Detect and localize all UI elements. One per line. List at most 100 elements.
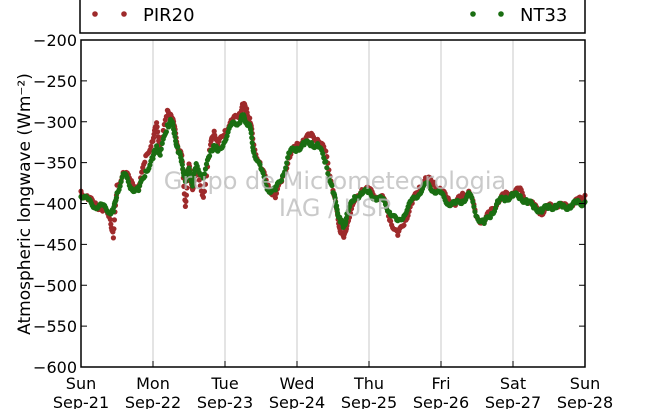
point-nt33-226 xyxy=(248,130,254,136)
point-pir20-86 xyxy=(155,129,161,135)
point-nt33-46 xyxy=(118,179,124,185)
point-pir20-163 xyxy=(202,181,209,187)
point-nt33-231 xyxy=(251,149,257,156)
point-nt33-118 xyxy=(175,144,181,150)
point-nt33-240 xyxy=(260,170,266,176)
point-pir20-134 xyxy=(183,198,189,205)
x-tick-date-4: Sep-25 xyxy=(341,393,397,409)
y-axis: −200 −250 −300 −350 −400 −450 −500 −550 −600 xyxy=(33,31,585,377)
point-pir20-29 xyxy=(107,216,113,223)
point-pir20-37 xyxy=(111,217,118,223)
x-tick-day-7: Sun xyxy=(570,374,600,393)
y-tick-label-3: −350 xyxy=(33,154,77,173)
point-nt33-127 xyxy=(179,162,185,168)
x-tick-day-6: Sat xyxy=(500,374,526,393)
grid-lines xyxy=(152,40,514,367)
x-tick-date-1: Sep-22 xyxy=(125,393,181,409)
point-nt33-252 xyxy=(272,187,278,193)
legend-marker-pir20-b xyxy=(121,11,127,17)
point-nt33-93 xyxy=(159,140,165,146)
legend: PIR20 NT33 xyxy=(79,0,586,34)
point-nt33-261 xyxy=(282,169,288,175)
point-pir20-252 xyxy=(272,195,278,201)
watermark-line-2: IAG / USP xyxy=(279,194,391,222)
point-nt33-162 xyxy=(201,171,208,177)
point-nt33-77 xyxy=(150,155,156,162)
point-nt33-167 xyxy=(206,153,213,159)
legend-label-pir20: PIR20 xyxy=(143,5,195,26)
point-nt33-149 xyxy=(191,175,197,181)
point-nt33-163 xyxy=(202,166,209,172)
point-nt33-334 xyxy=(343,215,349,221)
watermark-line-1: Grupo de Micrometeorologia xyxy=(164,167,506,195)
x-tick-day-1: Mon xyxy=(136,374,170,393)
legend-marker-nt33-b xyxy=(498,11,504,17)
point-pir20-157 xyxy=(196,177,202,183)
point-nt33-141 xyxy=(186,168,193,175)
legend-marker-pir20-a xyxy=(92,11,98,17)
point-nt33-126 xyxy=(179,157,185,163)
point-nt33-303 xyxy=(325,170,331,177)
point-nt33-112 xyxy=(172,129,178,135)
point-pir20-135 xyxy=(183,192,190,198)
y-tick-label-6: −500 xyxy=(33,276,77,295)
x-tick-day-0: Sun xyxy=(66,374,96,393)
point-nt33-457 xyxy=(469,195,475,201)
point-nt33-74 xyxy=(147,162,153,168)
y-tick-label-0: −200 xyxy=(33,31,77,50)
x-tick-day-5: Fri xyxy=(431,374,450,393)
point-nt33-258 xyxy=(278,177,285,183)
x-tick-date-5: Sep-26 xyxy=(413,393,469,409)
y-tick-label-7: −550 xyxy=(33,317,77,336)
point-pir20-223 xyxy=(247,115,253,121)
y-tick-label-4: −400 xyxy=(33,195,77,214)
point-pir20-85 xyxy=(154,124,160,130)
x-tick-date-6: Sep-27 xyxy=(485,393,541,409)
point-nt33-298 xyxy=(320,150,326,157)
x-tick-day-2: Tue xyxy=(210,374,238,393)
point-nt33-237 xyxy=(257,162,263,168)
point-nt33-113 xyxy=(172,134,178,140)
point-nt33-69 xyxy=(142,173,148,180)
y-axis-label: Atmospheric longwave (Wm⁻²) xyxy=(15,73,35,335)
point-nt33-63 xyxy=(136,187,142,194)
series-nt33 xyxy=(78,112,588,231)
x-tick-date-2: Sep-23 xyxy=(197,393,253,409)
point-nt33-312 xyxy=(332,195,338,201)
legend-marker-nt33-a xyxy=(470,11,476,17)
point-pir20-378 xyxy=(388,218,394,224)
point-pir20-162 xyxy=(201,188,208,195)
point-nt33-263 xyxy=(284,160,290,166)
point-pir20-158 xyxy=(197,183,203,189)
point-nt33-91 xyxy=(157,152,163,158)
point-nt33-97 xyxy=(163,129,169,135)
point-nt33-458 xyxy=(470,199,476,205)
point-nt33-227 xyxy=(249,135,255,141)
point-nt33-315 xyxy=(334,203,340,209)
y-tick-label-2: −300 xyxy=(33,113,77,132)
data-points xyxy=(78,100,588,241)
point-pir20-35 xyxy=(110,235,116,241)
point-pir20-391 xyxy=(401,222,407,228)
x-axis: SunSep-21MonSep-22TueSep-23WedSep-24ThuS… xyxy=(53,361,613,409)
point-pir20-78 xyxy=(150,135,157,141)
point-pir20-217 xyxy=(244,106,250,112)
point-nt33-161 xyxy=(200,175,206,181)
point-nt33-45 xyxy=(117,183,123,189)
x-tick-date-7: Sep-28 xyxy=(557,393,613,409)
point-pir20-66 xyxy=(139,169,145,175)
y-tick-label-1: −250 xyxy=(33,72,77,91)
point-pir20-175 xyxy=(211,128,217,134)
point-nt33-241 xyxy=(261,174,267,180)
point-nt33-301 xyxy=(323,158,329,165)
point-nt33-460 xyxy=(472,209,478,215)
point-nt33-164 xyxy=(203,161,210,167)
point-pir20-161 xyxy=(200,194,206,200)
x-tick-day-4: Thu xyxy=(353,374,384,393)
point-nt33-35 xyxy=(110,208,116,214)
x-tick-date-3: Sep-24 xyxy=(269,393,325,409)
x-tick-date-0: Sep-21 xyxy=(53,393,109,409)
point-pir20-69 xyxy=(142,159,148,165)
point-nt33-262 xyxy=(283,165,289,171)
point-pir20-136 xyxy=(184,185,190,191)
